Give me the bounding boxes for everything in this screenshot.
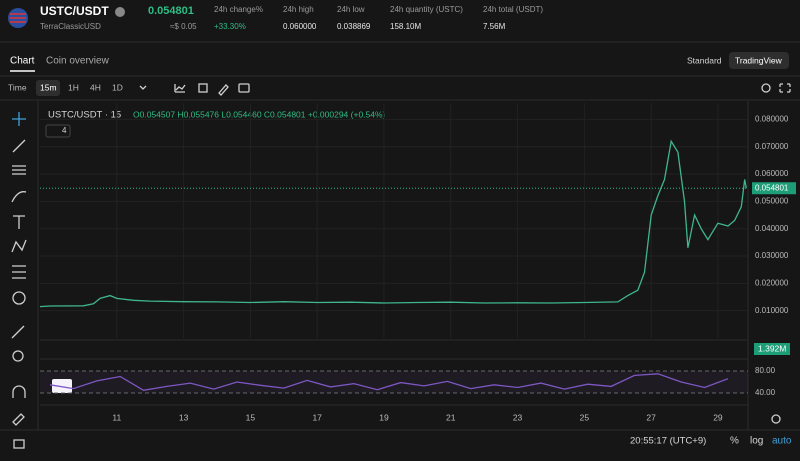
interval-selected xyxy=(36,80,60,96)
rsi-line xyxy=(49,373,729,391)
ohlc-legend: O0.054507 H0.055476 L0.054460 C0.054801 … xyxy=(133,109,386,119)
scale-option[interactable]: log xyxy=(750,436,763,447)
y-tick-label: 0.080000 xyxy=(755,115,789,124)
indicator-icon[interactable] xyxy=(198,83,208,93)
tab[interactable]: Chart xyxy=(10,56,35,67)
pattern-tool[interactable] xyxy=(11,239,27,253)
x-tick-label: 29 xyxy=(713,412,723,422)
pair[interactable]: USTC/USDT xyxy=(40,4,109,18)
coin-name: TerraClassicUSD xyxy=(40,22,101,31)
stat-label: 24h change% xyxy=(214,5,263,14)
y-tick-label: 80.00 xyxy=(755,366,776,375)
x-tick-label: 27 xyxy=(646,412,656,422)
price-line xyxy=(39,139,747,308)
settings-icon[interactable] xyxy=(771,414,781,424)
lock-draw-tool[interactable] xyxy=(12,413,25,426)
y-tick-label: 0.040000 xyxy=(755,224,789,233)
y-tick-label: 40.00 xyxy=(755,388,776,397)
y-tick-label: 0.010000 xyxy=(755,306,789,315)
view-selected xyxy=(729,52,789,69)
x-tick-label: 15 xyxy=(246,412,256,422)
indicator-toggle[interactable] xyxy=(45,124,71,138)
x-tick-label: 17 xyxy=(312,412,322,422)
volume-label: 1.392M xyxy=(758,343,786,353)
magnet-tool[interactable] xyxy=(12,385,26,398)
stat-label: 24h high xyxy=(283,5,314,14)
icon-tool[interactable] xyxy=(12,291,26,305)
stat-label: 24h quantity (USTC) xyxy=(390,5,463,14)
last-price-label: 0.054801 xyxy=(755,183,789,192)
fib-tool[interactable] xyxy=(12,165,26,175)
y-tick-label: 0.060000 xyxy=(755,169,789,178)
stat-value: 7.56M xyxy=(483,22,506,31)
interval-dropdown[interactable] xyxy=(139,85,147,90)
x-tick-label: 19 xyxy=(379,412,389,422)
interval[interactable]: 4H xyxy=(90,82,101,92)
drawing-tools xyxy=(11,112,27,449)
x-tick-label: 11 xyxy=(112,412,121,422)
y-tick-label: 0.030000 xyxy=(755,251,789,260)
ruler-tool[interactable] xyxy=(11,325,25,339)
clock: 20:55:17 (UTC+9) xyxy=(630,436,706,447)
zoom-tool[interactable] xyxy=(12,350,24,362)
price-usd: ≈$ 0.05 xyxy=(170,22,197,31)
crosshair-tool[interactable] xyxy=(12,112,26,126)
indicator-count: 4 xyxy=(62,126,67,135)
draw-icon[interactable] xyxy=(218,84,229,96)
lock-tool[interactable] xyxy=(13,439,25,449)
interval[interactable]: 1H xyxy=(68,82,79,92)
interval[interactable]: 1D xyxy=(112,82,123,92)
scale-option[interactable]: auto xyxy=(772,436,792,447)
stat-value: 0.060000 xyxy=(283,22,317,31)
time-label: Time xyxy=(8,82,27,92)
view-button[interactable]: TradingView xyxy=(735,55,783,65)
tv-logo xyxy=(52,379,72,393)
reset-icon[interactable] xyxy=(761,83,771,93)
text-tool[interactable] xyxy=(13,215,25,229)
stat-label: 24h low xyxy=(337,5,365,14)
flag-stripes xyxy=(10,13,26,23)
stat-value: +33.30% xyxy=(214,22,246,31)
trendline-tool[interactable] xyxy=(12,139,26,153)
chart-type-icon[interactable] xyxy=(174,84,186,93)
x-tick-label: 25 xyxy=(580,412,590,422)
stat-value: 0.038869 xyxy=(337,22,371,31)
last-price-tag xyxy=(752,182,796,195)
x-tick-label: 21 xyxy=(446,412,456,422)
y-tick-label: 0.070000 xyxy=(755,142,789,151)
stat-label: 24h total (USDT) xyxy=(483,5,543,14)
view-button[interactable]: Standard xyxy=(687,55,722,65)
interval[interactable]: 15m xyxy=(40,82,57,92)
scale-option[interactable]: % xyxy=(730,436,739,447)
camera-icon[interactable] xyxy=(238,83,250,93)
pair-dropdown[interactable] xyxy=(115,7,125,17)
measure-tool[interactable] xyxy=(12,265,26,279)
volume-tag xyxy=(754,343,790,355)
tab[interactable]: Coin overview xyxy=(46,56,110,67)
x-tick-label: 13 xyxy=(179,412,189,422)
y-tick-label: 0.020000 xyxy=(755,278,789,287)
symbol-legend: USTC/USDT · 15 xyxy=(48,110,121,121)
y-tick-label: 0.050000 xyxy=(755,196,789,205)
brush-tool[interactable] xyxy=(11,191,27,203)
stat-value: 158.10M xyxy=(390,22,421,31)
price: 0.054801 xyxy=(148,5,194,17)
fullscreen-icon[interactable] xyxy=(779,83,791,93)
x-tick-label: 23 xyxy=(513,412,523,422)
